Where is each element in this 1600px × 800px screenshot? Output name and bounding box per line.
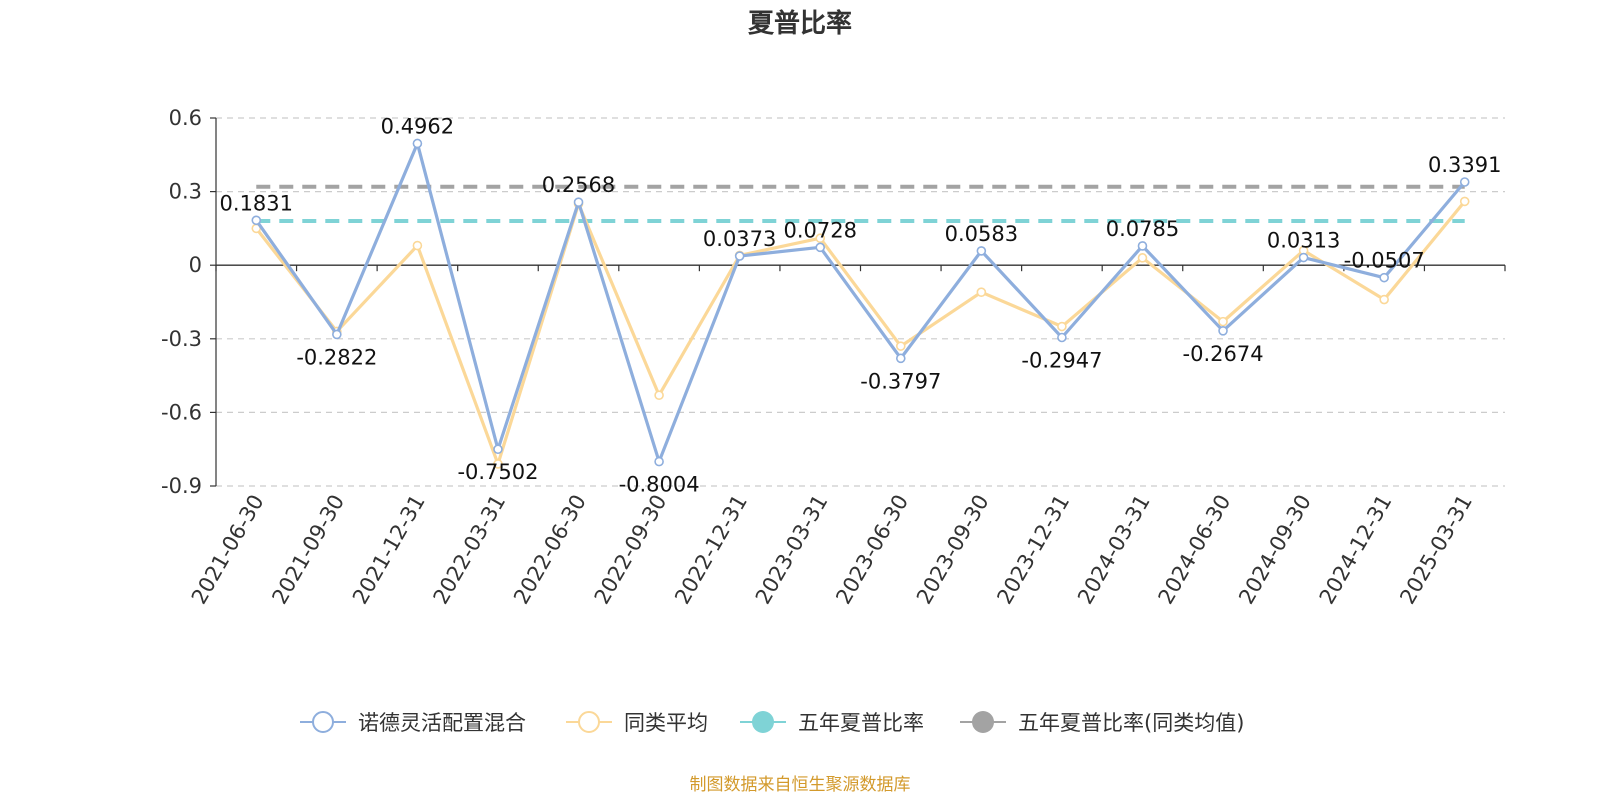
data-point[interactable] — [493, 459, 503, 469]
legend-item[interactable]: 诺德灵活配置混合 — [300, 711, 526, 735]
series-line — [254, 141, 1466, 464]
data-label: 0.2568 — [542, 173, 615, 197]
data-label: -0.0507 — [1344, 249, 1425, 273]
y-tick-label: -0.9 — [161, 474, 202, 498]
legend-label: 五年夏普比率(同类均值) — [1018, 711, 1244, 735]
data-point[interactable] — [1379, 294, 1389, 305]
data-point[interactable] — [654, 390, 664, 401]
y-tick-label: 0.6 — [169, 106, 202, 130]
x-tick-label: 2022-03-31 — [428, 491, 510, 609]
x-tick-label: 2023-09-30 — [912, 491, 994, 609]
data-point[interactable] — [493, 444, 503, 455]
data-label: 0.0785 — [1106, 217, 1179, 241]
data-point[interactable] — [1459, 177, 1470, 187]
data-point[interactable] — [895, 353, 906, 364]
x-tick-label: 2024-03-31 — [1073, 491, 1155, 609]
data-point[interactable] — [1379, 272, 1389, 283]
legend-label: 五年夏普比率 — [798, 711, 924, 735]
data-point[interactable] — [1459, 196, 1470, 207]
legend-item[interactable]: 同类平均 — [566, 711, 708, 735]
data-point[interactable] — [734, 251, 745, 261]
legend-circle-icon — [972, 711, 994, 733]
x-tick-label: 2024-06-30 — [1154, 491, 1236, 609]
legend-label: 同类平均 — [624, 711, 708, 735]
x-tick-label: 2024-12-31 — [1315, 491, 1397, 609]
data-point[interactable] — [815, 233, 826, 244]
data-point[interactable] — [976, 287, 987, 297]
data-point[interactable] — [1218, 316, 1228, 327]
data-label: -0.3797 — [860, 369, 941, 393]
x-tick-label: 2021-12-31 — [348, 491, 430, 609]
reference-lines — [256, 184, 1465, 224]
y-tick-label: -0.6 — [161, 400, 202, 424]
data-point[interactable] — [251, 215, 262, 226]
data-point[interactable] — [412, 138, 423, 149]
data-point[interactable] — [412, 240, 423, 251]
data-point[interactable] — [573, 197, 584, 207]
y-tick-label: 0.3 — [169, 180, 202, 204]
data-label: 0.0728 — [783, 218, 856, 242]
legend-circle-icon — [752, 711, 774, 733]
data-label: -0.7502 — [457, 460, 538, 484]
legend-label: 诺德灵活配置混合 — [358, 711, 526, 735]
data-label: -0.8004 — [619, 473, 700, 497]
data-label: 0.4962 — [381, 114, 454, 138]
data-point[interactable] — [1137, 241, 1148, 251]
legend-circle-icon — [312, 711, 334, 733]
data-labels: 0.1831 -0.2822 0.4962 -0.7502 0.2568 -0.8004 0… — [220, 114, 1502, 496]
data-point[interactable] — [1137, 253, 1148, 263]
data-label: -0.2674 — [1183, 342, 1264, 366]
data-point[interactable] — [654, 456, 664, 467]
x-tick-label: 2021-06-30 — [187, 491, 269, 609]
data-label: 0.1831 — [220, 191, 293, 215]
data-point[interactable] — [1298, 252, 1309, 263]
legend-item[interactable]: 五年夏普比率(同类均值) — [960, 711, 1244, 735]
x-tick-label: 2024-09-30 — [1234, 491, 1316, 609]
x-tick-label: 2022-12-31 — [670, 491, 752, 609]
data-label: 0.3391 — [1428, 153, 1501, 177]
legend-item[interactable]: 五年夏普比率 — [740, 711, 924, 735]
x-tick-label: 2023-03-31 — [751, 491, 833, 609]
chart-title: 夏普比率 — [748, 8, 852, 39]
x-tick-label: 2022-09-30 — [590, 491, 672, 609]
x-tick-label: 2025-03-31 — [1395, 491, 1477, 609]
data-label: 0.0583 — [945, 222, 1018, 246]
legend[interactable]: 诺德灵活配置混合 同类平均 五年夏普比率 五年夏普比率(同类均值) — [300, 711, 1244, 735]
series-line — [255, 200, 1466, 466]
source-note: 制图数据来自恒生聚源数据库 — [690, 775, 911, 795]
data-label: 0.0313 — [1267, 229, 1340, 253]
data-point[interactable] — [1218, 326, 1228, 336]
data-point[interactable] — [895, 341, 906, 351]
data-label: 0.0373 — [703, 227, 776, 251]
data-point[interactable] — [1057, 332, 1067, 343]
data-point[interactable] — [976, 246, 987, 256]
data-point[interactable] — [1057, 321, 1067, 332]
data-point[interactable] — [332, 329, 342, 340]
x-tick-label: 2022-06-30 — [509, 491, 591, 609]
x-tick-label: 2023-12-31 — [992, 491, 1074, 609]
y-tick-label: 0 — [189, 253, 202, 277]
data-label: -0.2822 — [296, 345, 377, 369]
x-tick-label: 2023-06-30 — [831, 491, 913, 609]
legend-circle-icon — [578, 711, 600, 733]
data-label: -0.2947 — [1021, 348, 1102, 372]
y-tick-label: -0.3 — [161, 327, 202, 351]
x-tick-label: 2021-09-30 — [267, 491, 349, 609]
data-point[interactable] — [815, 242, 826, 253]
series-lines — [251, 138, 1470, 469]
